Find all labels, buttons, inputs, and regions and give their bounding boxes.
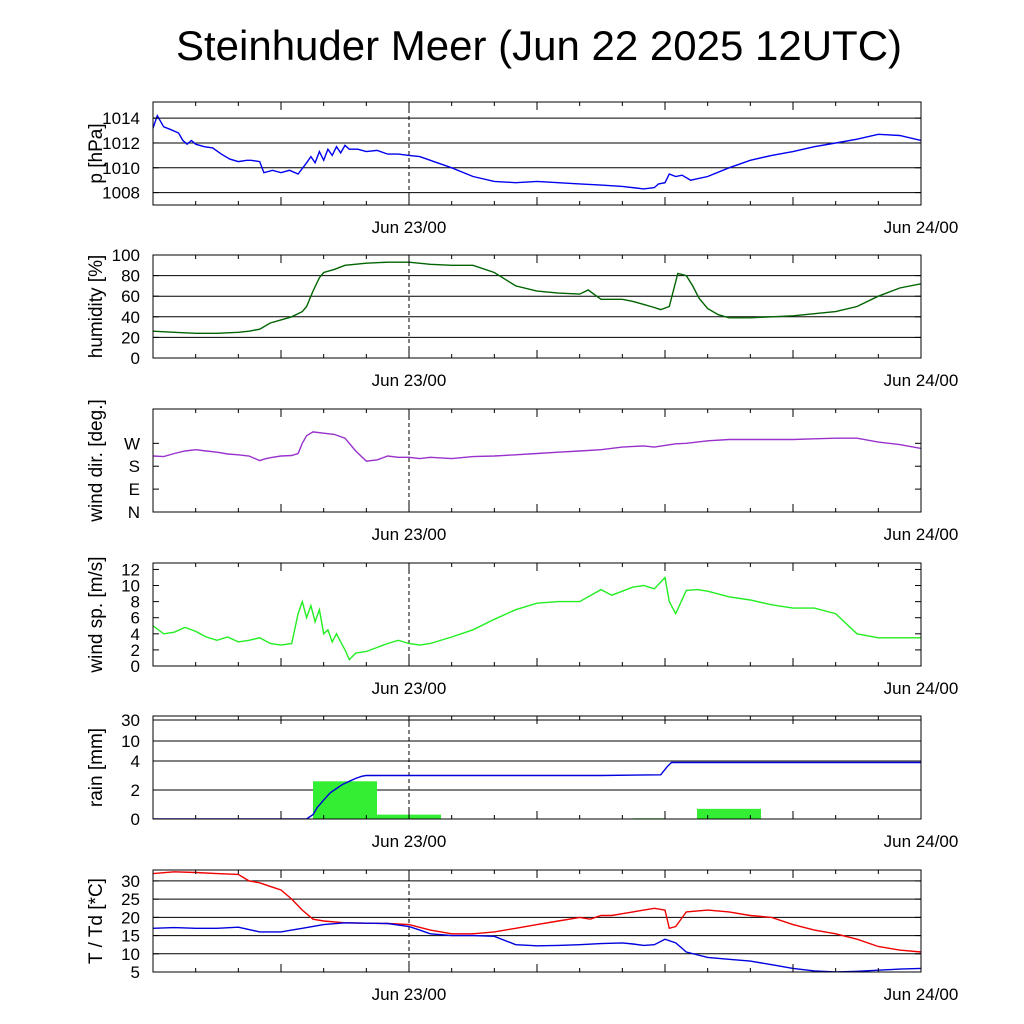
y-axis-label: p [hPa] bbox=[86, 123, 107, 183]
y-tick-label: 40 bbox=[121, 308, 140, 327]
x-tick-label: Jun 23/00 bbox=[372, 371, 447, 390]
y-tick-label: 12 bbox=[121, 560, 140, 579]
plot-frame bbox=[152, 101, 922, 206]
plot-frame bbox=[152, 254, 922, 359]
x-tick-label: Jun 23/00 bbox=[372, 525, 447, 544]
x-tick-label: Jun 23/00 bbox=[372, 832, 447, 851]
x-tick-label: Jun 23/00 bbox=[372, 679, 447, 698]
x-tick-label: Jun 24/00 bbox=[884, 525, 959, 544]
y-tick-label: 20 bbox=[121, 328, 140, 347]
y-tick-label: 30 bbox=[121, 872, 140, 891]
plot-frame bbox=[152, 562, 922, 667]
y-tick-label: S bbox=[129, 457, 140, 476]
y-tick-label: 0 bbox=[131, 810, 140, 829]
t-series-line bbox=[153, 871, 921, 953]
y-tick-label: 1008 bbox=[102, 184, 140, 203]
plot-frame bbox=[152, 408, 922, 513]
rain-bar bbox=[697, 808, 761, 819]
y-tick-label: 15 bbox=[121, 927, 140, 946]
y-tick-label: 10 bbox=[121, 945, 140, 964]
y-tick-label: 1014 bbox=[102, 109, 140, 128]
y-tick-label: 8 bbox=[131, 593, 140, 612]
y-tick-label: W bbox=[124, 434, 140, 453]
chart-title: Steinhuder Meer (Jun 22 2025 12UTC) bbox=[175, 22, 903, 69]
x-tick-label: Jun 24/00 bbox=[884, 985, 959, 1004]
x-tick-label: Jun 24/00 bbox=[884, 218, 959, 237]
x-tick-label: Jun 24/00 bbox=[884, 371, 959, 390]
y-axis-label: wind sp. [m/s] bbox=[86, 556, 107, 673]
y-tick-label: 2 bbox=[131, 781, 140, 800]
x-tick-label: Jun 24/00 bbox=[884, 679, 959, 698]
y-axis-label: wind dir. [deg.] bbox=[86, 399, 107, 523]
y-tick-label: 4 bbox=[131, 752, 140, 771]
panel-1: 1008 1010 1012 1014 Jun 23/00 Jun 24/00 p [hPa… bbox=[86, 101, 959, 237]
series-line bbox=[153, 261, 921, 334]
plot-frame bbox=[152, 715, 922, 820]
rain-bar bbox=[313, 781, 377, 819]
y-axis-label: humidity [%] bbox=[86, 255, 107, 358]
y-tick-label: 20 bbox=[121, 908, 140, 927]
y-tick-label: 30 bbox=[121, 711, 140, 730]
accumulated-series-line bbox=[153, 761, 921, 819]
y-tick-label: 25 bbox=[121, 890, 140, 909]
y-tick-label: E bbox=[129, 480, 140, 499]
y-axis-label: rain [mm] bbox=[86, 728, 107, 807]
panel-5: 0 2 410 30 Jun 23/00 Jun 24/00 rain [mm] bbox=[86, 711, 958, 851]
y-tick-label: 5 bbox=[131, 963, 140, 982]
x-tick-label: Jun 24/00 bbox=[884, 832, 959, 851]
y-tick-label: 80 bbox=[121, 267, 140, 286]
y-tick-label: 6 bbox=[131, 609, 140, 628]
y-tick-label: 10 bbox=[121, 732, 140, 751]
x-tick-label: Jun 23/00 bbox=[372, 218, 447, 237]
series-line bbox=[153, 576, 921, 661]
td-series-line bbox=[153, 922, 921, 972]
y-tick-label: 0 bbox=[131, 349, 140, 368]
y-tick-label: N bbox=[128, 503, 140, 522]
y-tick-label: 4 bbox=[131, 625, 140, 644]
y-tick-label: 1010 bbox=[102, 159, 140, 178]
y-tick-label: 10 bbox=[121, 577, 140, 596]
y-axis-label: T / Td [*C] bbox=[86, 878, 107, 964]
y-tick-label: 100 bbox=[112, 246, 140, 265]
y-tick-label: 1012 bbox=[102, 134, 140, 153]
series-line bbox=[153, 431, 921, 462]
series-line bbox=[153, 114, 921, 190]
x-tick-label: Jun 23/00 bbox=[372, 985, 447, 1004]
y-tick-label: 60 bbox=[121, 287, 140, 306]
y-tick-label: 0 bbox=[131, 657, 140, 676]
y-tick-label: 2 bbox=[131, 641, 140, 660]
